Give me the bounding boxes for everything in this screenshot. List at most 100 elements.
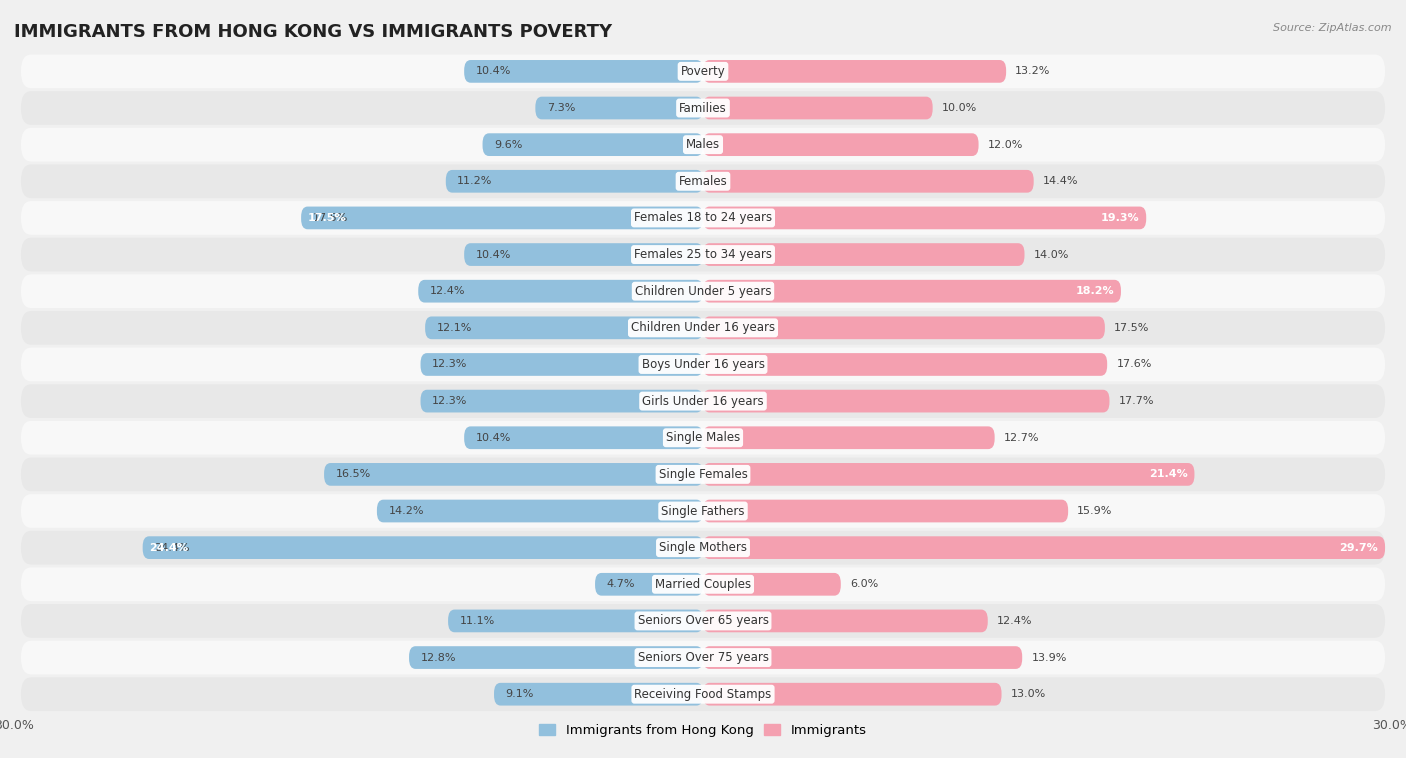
- Text: Seniors Over 65 years: Seniors Over 65 years: [637, 615, 769, 628]
- Text: 12.0%: 12.0%: [988, 139, 1024, 149]
- Text: 7.3%: 7.3%: [547, 103, 575, 113]
- Text: 24.4%: 24.4%: [155, 543, 190, 553]
- Text: Boys Under 16 years: Boys Under 16 years: [641, 358, 765, 371]
- Text: Source: ZipAtlas.com: Source: ZipAtlas.com: [1274, 23, 1392, 33]
- Text: Children Under 5 years: Children Under 5 years: [634, 285, 772, 298]
- FancyBboxPatch shape: [21, 678, 1385, 711]
- FancyBboxPatch shape: [21, 568, 1385, 601]
- FancyBboxPatch shape: [464, 427, 703, 449]
- FancyBboxPatch shape: [703, 647, 1022, 669]
- Text: Females 18 to 24 years: Females 18 to 24 years: [634, 211, 772, 224]
- Text: Married Couples: Married Couples: [655, 578, 751, 590]
- FancyBboxPatch shape: [482, 133, 703, 156]
- Text: 12.7%: 12.7%: [1004, 433, 1039, 443]
- Text: 15.9%: 15.9%: [1077, 506, 1112, 516]
- Text: 18.2%: 18.2%: [1076, 287, 1114, 296]
- FancyBboxPatch shape: [21, 384, 1385, 418]
- Text: Single Mothers: Single Mothers: [659, 541, 747, 554]
- FancyBboxPatch shape: [703, 133, 979, 156]
- FancyBboxPatch shape: [21, 604, 1385, 637]
- Text: Females: Females: [679, 175, 727, 188]
- Text: 19.3%: 19.3%: [1101, 213, 1139, 223]
- FancyBboxPatch shape: [323, 463, 703, 486]
- FancyBboxPatch shape: [464, 243, 703, 266]
- FancyBboxPatch shape: [420, 353, 703, 376]
- Text: 16.5%: 16.5%: [336, 469, 371, 479]
- FancyBboxPatch shape: [21, 201, 1385, 235]
- FancyBboxPatch shape: [21, 531, 1385, 565]
- Text: 4.7%: 4.7%: [606, 579, 636, 589]
- FancyBboxPatch shape: [21, 421, 1385, 455]
- FancyBboxPatch shape: [703, 463, 1195, 486]
- Text: 9.6%: 9.6%: [494, 139, 523, 149]
- FancyBboxPatch shape: [703, 317, 1105, 339]
- Text: 14.4%: 14.4%: [1043, 177, 1078, 186]
- FancyBboxPatch shape: [446, 170, 703, 193]
- FancyBboxPatch shape: [595, 573, 703, 596]
- Text: 10.4%: 10.4%: [475, 433, 510, 443]
- FancyBboxPatch shape: [703, 280, 1121, 302]
- FancyBboxPatch shape: [703, 427, 994, 449]
- Text: 13.9%: 13.9%: [1032, 653, 1067, 662]
- Text: 11.2%: 11.2%: [457, 177, 492, 186]
- Text: 11.1%: 11.1%: [460, 616, 495, 626]
- FancyBboxPatch shape: [21, 164, 1385, 198]
- Text: Families: Families: [679, 102, 727, 114]
- Text: 13.0%: 13.0%: [1011, 689, 1046, 699]
- FancyBboxPatch shape: [21, 458, 1385, 491]
- FancyBboxPatch shape: [703, 609, 988, 632]
- Text: 17.5%: 17.5%: [1114, 323, 1150, 333]
- Text: 10.4%: 10.4%: [475, 67, 510, 77]
- Text: 12.4%: 12.4%: [430, 287, 465, 296]
- FancyBboxPatch shape: [703, 97, 932, 119]
- Text: 10.4%: 10.4%: [475, 249, 510, 259]
- FancyBboxPatch shape: [703, 500, 1069, 522]
- FancyBboxPatch shape: [703, 207, 1146, 229]
- FancyBboxPatch shape: [21, 91, 1385, 125]
- Text: Children Under 16 years: Children Under 16 years: [631, 321, 775, 334]
- FancyBboxPatch shape: [536, 97, 703, 119]
- FancyBboxPatch shape: [21, 274, 1385, 308]
- Text: Single Females: Single Females: [658, 468, 748, 481]
- FancyBboxPatch shape: [449, 609, 703, 632]
- Text: 14.2%: 14.2%: [388, 506, 423, 516]
- Text: Seniors Over 75 years: Seniors Over 75 years: [637, 651, 769, 664]
- FancyBboxPatch shape: [142, 537, 703, 559]
- FancyBboxPatch shape: [425, 317, 703, 339]
- Text: Single Fathers: Single Fathers: [661, 505, 745, 518]
- FancyBboxPatch shape: [420, 390, 703, 412]
- FancyBboxPatch shape: [21, 238, 1385, 271]
- Text: 10.0%: 10.0%: [942, 103, 977, 113]
- FancyBboxPatch shape: [21, 348, 1385, 381]
- FancyBboxPatch shape: [301, 207, 703, 229]
- FancyBboxPatch shape: [703, 683, 1001, 706]
- Text: 9.1%: 9.1%: [506, 689, 534, 699]
- FancyBboxPatch shape: [409, 647, 703, 669]
- Text: Girls Under 16 years: Girls Under 16 years: [643, 395, 763, 408]
- Text: 29.7%: 29.7%: [1340, 543, 1378, 553]
- Text: 13.2%: 13.2%: [1015, 67, 1050, 77]
- Text: 14.0%: 14.0%: [1033, 249, 1069, 259]
- Text: 12.3%: 12.3%: [432, 396, 467, 406]
- Text: 12.3%: 12.3%: [432, 359, 467, 369]
- Text: Females 25 to 34 years: Females 25 to 34 years: [634, 248, 772, 261]
- FancyBboxPatch shape: [703, 353, 1107, 376]
- Text: IMMIGRANTS FROM HONG KONG VS IMMIGRANTS POVERTY: IMMIGRANTS FROM HONG KONG VS IMMIGRANTS …: [14, 23, 612, 41]
- FancyBboxPatch shape: [703, 60, 1007, 83]
- FancyBboxPatch shape: [21, 55, 1385, 88]
- FancyBboxPatch shape: [703, 390, 1109, 412]
- Text: Males: Males: [686, 138, 720, 151]
- FancyBboxPatch shape: [21, 494, 1385, 528]
- FancyBboxPatch shape: [464, 60, 703, 83]
- FancyBboxPatch shape: [21, 128, 1385, 161]
- Text: 12.4%: 12.4%: [997, 616, 1032, 626]
- Text: 6.0%: 6.0%: [851, 579, 879, 589]
- FancyBboxPatch shape: [21, 311, 1385, 345]
- Text: 17.5%: 17.5%: [308, 213, 346, 223]
- FancyBboxPatch shape: [21, 641, 1385, 675]
- FancyBboxPatch shape: [703, 537, 1385, 559]
- FancyBboxPatch shape: [703, 573, 841, 596]
- FancyBboxPatch shape: [703, 170, 1033, 193]
- Text: 17.5%: 17.5%: [312, 213, 347, 223]
- Text: 21.4%: 21.4%: [1149, 469, 1188, 479]
